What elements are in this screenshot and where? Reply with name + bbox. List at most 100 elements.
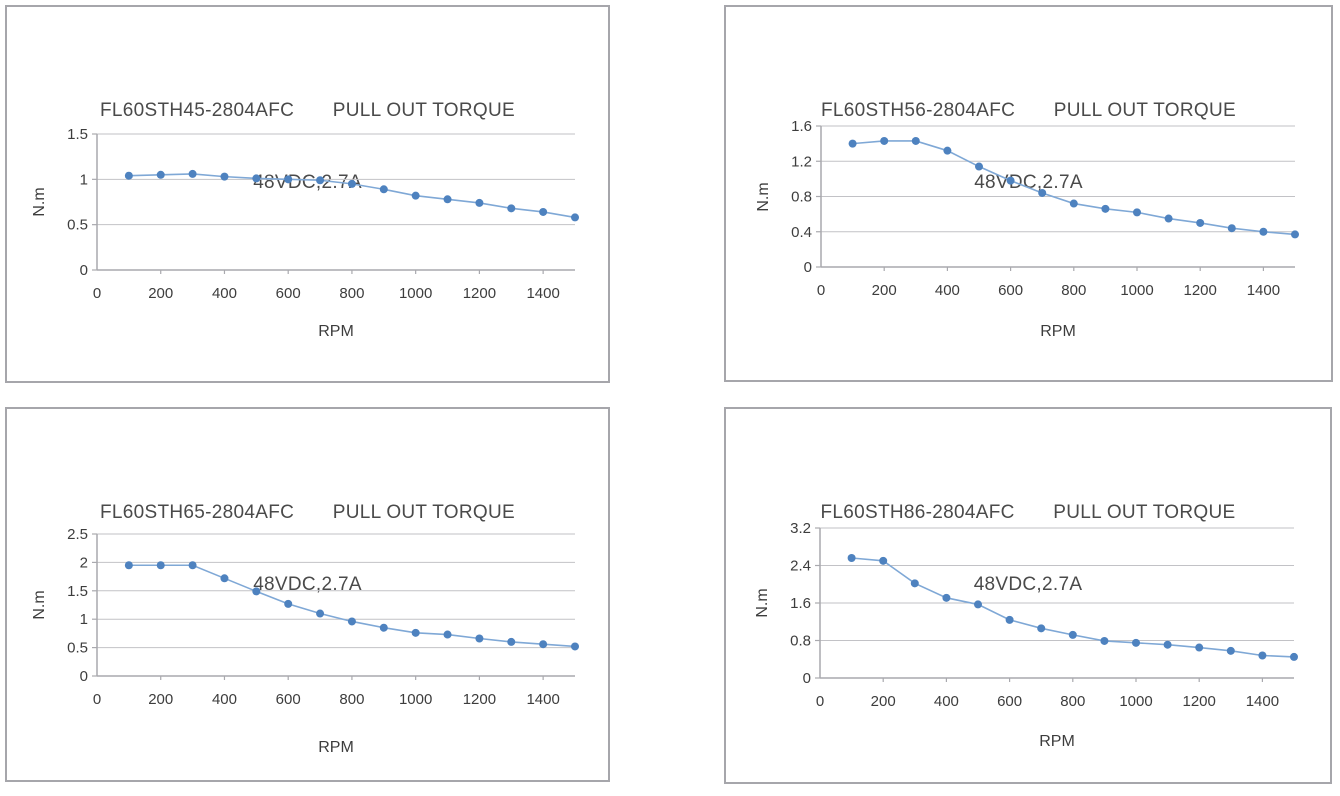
chart-title: FL60STH86-2804AFC PULL OUT TORQUE 48VDC,… bbox=[726, 453, 1330, 645]
data-point-marker bbox=[347, 179, 356, 188]
torque-curve bbox=[128, 564, 576, 648]
data-point-marker bbox=[379, 623, 388, 632]
data-point-marker bbox=[252, 587, 261, 596]
data-point-marker bbox=[911, 136, 920, 145]
y-tick-label: 1.5 bbox=[67, 583, 88, 600]
y-axis-label: N.m bbox=[755, 181, 772, 212]
data-point-marker bbox=[220, 172, 229, 181]
y-tick-label: 0.8 bbox=[790, 633, 811, 650]
data-point-marker bbox=[443, 630, 452, 639]
data-point-marker bbox=[1195, 643, 1204, 652]
data-point-marker bbox=[347, 617, 356, 626]
data-point-marker bbox=[1259, 227, 1268, 236]
data-point-marker bbox=[1291, 230, 1299, 239]
x-tick-label: 1400 bbox=[526, 285, 559, 302]
x-tick-label: 200 bbox=[148, 285, 173, 302]
x-tick-label: 600 bbox=[276, 691, 301, 708]
y-tick-label: 3.2 bbox=[790, 520, 811, 537]
data-point-marker bbox=[220, 574, 229, 583]
x-tick-label: 1400 bbox=[526, 691, 559, 708]
data-point-marker bbox=[1133, 208, 1141, 217]
data-point-marker bbox=[571, 213, 579, 222]
data-point-marker bbox=[1038, 188, 1047, 197]
data-point-marker bbox=[316, 176, 325, 185]
x-tick-label: 1400 bbox=[1247, 282, 1280, 299]
data-point-marker bbox=[411, 628, 420, 637]
x-tick-label: 1000 bbox=[1120, 282, 1153, 299]
data-point-marker bbox=[316, 609, 325, 618]
y-axis-label: N.m bbox=[31, 590, 48, 620]
torque-curve bbox=[851, 557, 1295, 658]
data-point-marker bbox=[539, 207, 548, 216]
data-point-marker bbox=[188, 561, 197, 570]
torque-chart: 0 0.5 1 1.5 2 2.5 0 200 400 600 800 1000 1200 1400 bbox=[67, 526, 579, 708]
x-tick-label: 1200 bbox=[1183, 693, 1216, 710]
x-tick-label: 0 bbox=[816, 693, 824, 710]
x-tick-label: 800 bbox=[1060, 693, 1085, 710]
data-point-marker bbox=[284, 175, 293, 184]
data-point-marker bbox=[1290, 652, 1298, 661]
torque-chart: 0 0.5 1 1.5 0 200 400 600 800 1000 1200 1400 bbox=[67, 126, 579, 302]
x-tick-label: 800 bbox=[339, 285, 364, 302]
y-tick-label: 0.5 bbox=[67, 217, 88, 234]
x-axis-label: RPM bbox=[1039, 733, 1075, 750]
data-point-marker bbox=[942, 593, 951, 602]
x-tick-label: 200 bbox=[872, 282, 897, 299]
chart-title-line2: 48VDC,2.7A bbox=[973, 574, 1083, 595]
data-point-marker bbox=[571, 642, 579, 651]
y-tick-label: 2 bbox=[80, 554, 88, 571]
x-tick-label: 400 bbox=[934, 693, 959, 710]
data-point-marker bbox=[943, 146, 952, 155]
y-tick-label: 0 bbox=[804, 259, 812, 276]
chart-title-line2: 48VDC,2.7A bbox=[253, 172, 362, 193]
x-axis-label: RPM bbox=[318, 739, 354, 756]
x-axis-label: RPM bbox=[1040, 323, 1076, 340]
x-tick-label: 1200 bbox=[463, 691, 496, 708]
data-point-marker bbox=[252, 174, 261, 183]
data-point-marker bbox=[411, 191, 420, 200]
y-axis-label: N.m bbox=[754, 588, 771, 618]
torque-curve bbox=[852, 140, 1296, 236]
data-point-marker bbox=[507, 637, 516, 646]
data-point-marker bbox=[379, 185, 388, 194]
x-tick-label: 1400 bbox=[1246, 693, 1279, 710]
x-tick-label: 200 bbox=[871, 693, 896, 710]
x-tick-label: 1200 bbox=[1184, 282, 1217, 299]
data-point-marker bbox=[156, 561, 165, 570]
data-point-marker bbox=[1226, 646, 1235, 655]
y-tick-label: 0 bbox=[803, 670, 811, 687]
y-tick-label: 0.4 bbox=[791, 224, 812, 241]
x-tick-label: 800 bbox=[1061, 282, 1086, 299]
data-point-marker bbox=[475, 198, 484, 207]
data-point-marker bbox=[124, 561, 133, 570]
data-point-marker bbox=[1164, 214, 1173, 223]
chart-panel-fl60sth86: FL60STH86-2804AFC PULL OUT TORQUE 48VDC,… bbox=[724, 407, 1332, 784]
data-point-marker bbox=[880, 136, 889, 145]
y-tick-label: 1.5 bbox=[67, 126, 88, 143]
y-tick-label: 1 bbox=[80, 171, 88, 188]
data-point-marker bbox=[1227, 224, 1236, 233]
data-point-marker bbox=[848, 139, 857, 148]
data-point-marker bbox=[1100, 636, 1109, 645]
y-tick-label: 0.5 bbox=[67, 640, 88, 657]
x-tick-label: 1000 bbox=[399, 691, 432, 708]
x-tick-label: 1200 bbox=[463, 285, 496, 302]
chart-title-line1: FL60STH86-2804AFC PULL OUT TORQUE bbox=[820, 502, 1236, 523]
data-point-marker bbox=[156, 170, 165, 179]
chart-title-line2: 48VDC,2.7A bbox=[253, 574, 362, 595]
y-tick-label: 1 bbox=[80, 611, 88, 628]
data-point-marker bbox=[975, 162, 983, 171]
data-point-marker bbox=[1068, 630, 1077, 639]
data-point-marker bbox=[1037, 624, 1046, 633]
data-point-marker bbox=[910, 579, 919, 588]
y-tick-label: 1.2 bbox=[791, 153, 812, 170]
chart-title-line1: FL60STH56-2804AFC PULL OUT TORQUE bbox=[821, 100, 1236, 121]
y-tick-label: 0 bbox=[80, 668, 88, 685]
data-point-marker bbox=[879, 556, 888, 565]
data-point-marker bbox=[507, 204, 516, 213]
data-point-marker bbox=[124, 171, 133, 180]
chart-panel-fl60sth45: FL60STH45-2804AFC PULL OUT TORQUE 48VDC,… bbox=[5, 5, 610, 383]
torque-chart: 0 0.4 0.8 1.2 1.6 0 200 400 600 800 1000 1200 1400 bbox=[791, 118, 1299, 299]
x-tick-label: 400 bbox=[212, 691, 237, 708]
